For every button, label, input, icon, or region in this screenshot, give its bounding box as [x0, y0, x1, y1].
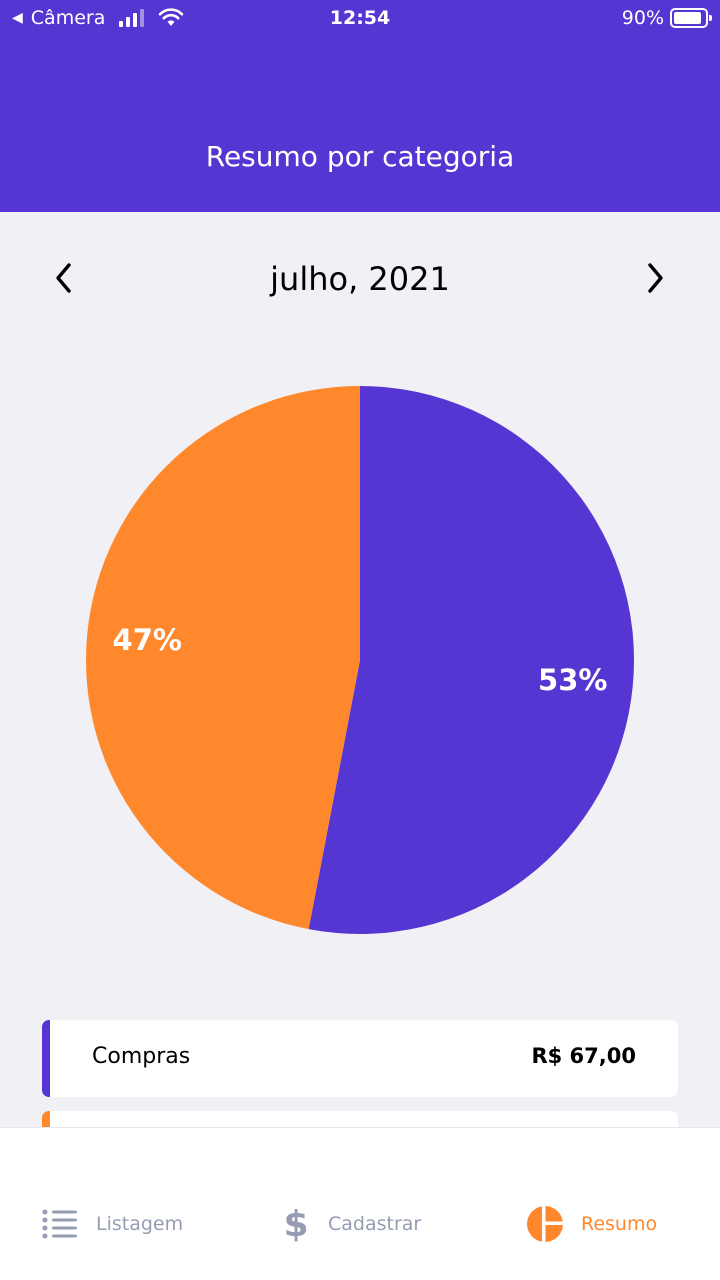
category-card[interactable]: Compras R$ 67,00 — [42, 1020, 678, 1097]
pie-chart-icon — [527, 1206, 563, 1242]
pie-slice-label: 53% — [538, 663, 607, 697]
pie-chart-svg: 53% 47% — [85, 386, 634, 934]
battery-status: 90% — [621, 7, 712, 29]
next-month-button[interactable] — [637, 260, 673, 296]
battery-icon — [670, 8, 712, 28]
category-color-bar — [42, 1020, 50, 1097]
page-title: Resumo por categoria — [205, 140, 515, 173]
status-time: 12:54 — [329, 7, 391, 29]
dollar-icon: $ — [283, 1205, 308, 1243]
list-icon — [42, 1209, 77, 1239]
pie-slice — [85, 386, 360, 930]
category-card[interactable] — [42, 1111, 678, 1128]
battery-percent: 90% — [621, 7, 664, 29]
tab-cadastrar[interactable]: $ Cadastrar — [282, 1204, 421, 1244]
category-pie-chart: 53% 47% — [85, 386, 634, 934]
chevron-left-icon — [56, 263, 71, 293]
status-back-link[interactable]: ◀ Câmera — [12, 7, 184, 29]
tab-bar: Listagem $ Cadastrar Resumo — [0, 1127, 720, 1280]
category-list: Compras R$ 67,00 — [42, 1020, 678, 1128]
category-color-bar — [42, 1111, 50, 1128]
tab-listagem[interactable]: Listagem — [42, 1204, 183, 1244]
cellular-signal-icon — [119, 9, 145, 27]
header: ◀ Câmera 12:54 90% Resumo por categoria — [0, 0, 720, 212]
category-name: Compras — [92, 1044, 191, 1069]
tab-resumo[interactable]: Resumo — [527, 1204, 657, 1244]
previous-month-button[interactable] — [46, 260, 82, 296]
category-amount: R$ 67,00 — [531, 1044, 636, 1068]
month-label: julho, 2021 — [270, 260, 450, 298]
pie-slice — [308, 386, 634, 934]
tab-label: Listagem — [96, 1213, 184, 1235]
back-arrow-icon: ◀ — [12, 10, 23, 26]
chevron-right-icon — [648, 263, 663, 293]
tab-label: Resumo — [581, 1213, 658, 1235]
status-back-label: Câmera — [30, 7, 106, 29]
svg-text:$: $ — [283, 1205, 308, 1243]
pie-slice-label: 47% — [113, 623, 182, 657]
tab-label: Cadastrar — [328, 1213, 422, 1235]
month-selector: julho, 2021 — [0, 252, 720, 304]
status-bar: ◀ Câmera 12:54 90% — [0, 0, 720, 40]
wifi-icon — [159, 8, 184, 26]
